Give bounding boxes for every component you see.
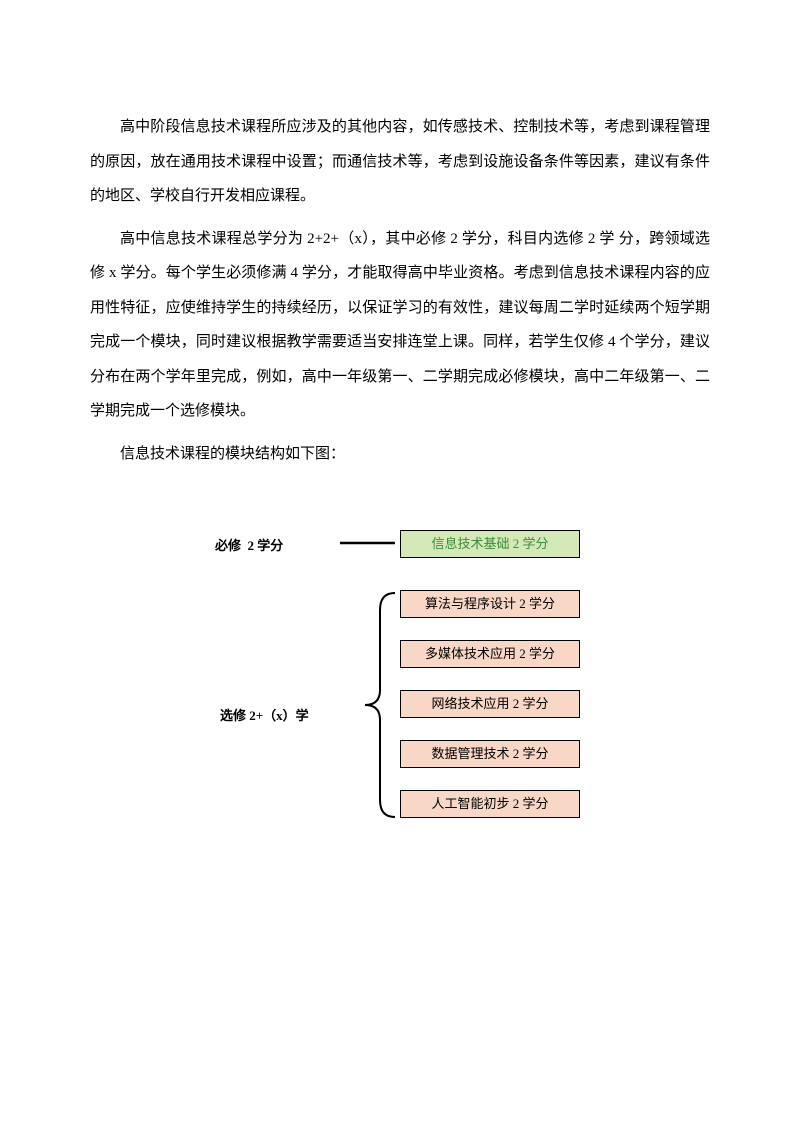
module-structure-diagram: 必修 2 学分 选修 2+（x）学 信息技术基础 2 学分 算法与程序设计 2 … (190, 530, 630, 870)
elective-module-4: 数据管理技术 2 学分 (400, 740, 580, 768)
elective-module-5: 人工智能初步 2 学分 (400, 790, 580, 818)
connector-line-required (340, 540, 400, 550)
elective-module-2: 多媒体技术应用 2 学分 (400, 640, 580, 668)
paragraph-3: 信息技术课程的模块结构如下图： (90, 437, 710, 472)
elective-module-3: 网络技术应用 2 学分 (400, 690, 580, 718)
document-body: 高中阶段信息技术课程所应涉及的其他内容，如传感技术、控制技术等，考虑到课程管理的… (0, 0, 800, 471)
required-module-box: 信息技术基础 2 学分 (400, 530, 580, 558)
required-label: 必修 2 学分 (215, 535, 283, 554)
elective-bracket (360, 585, 400, 825)
paragraph-1: 高中阶段信息技术课程所应涉及的其他内容，如传感技术、控制技术等，考虑到课程管理的… (90, 110, 710, 214)
elective-label: 选修 2+（x）学 (220, 705, 309, 724)
elective-module-1: 算法与程序设计 2 学分 (400, 590, 580, 618)
paragraph-2: 高中信息技术课程总学分为 2+2+（x），其中必修 2 学分，科目内选修 2 学… (90, 222, 710, 429)
